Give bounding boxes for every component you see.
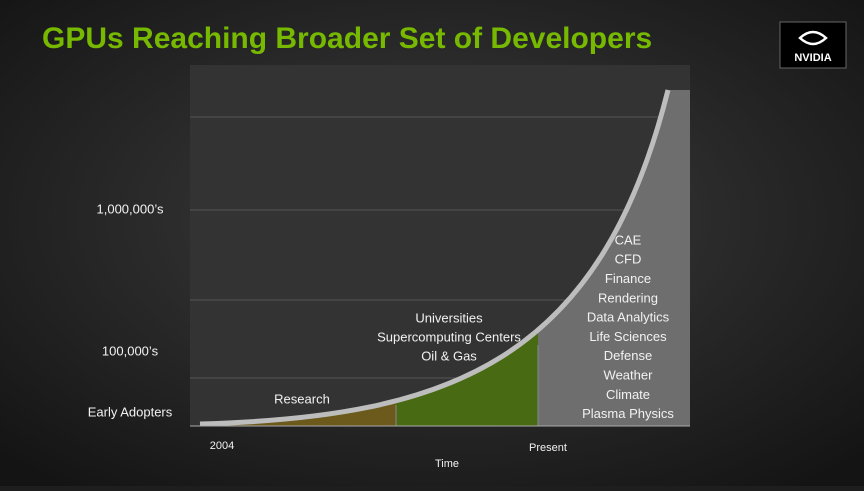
growth-curve [199,89,671,427]
title: GPUs Reaching Broader Set of Developers [42,22,652,55]
region-item: CAE [615,232,642,247]
region-item: Research [274,391,330,406]
logo-eye [798,30,828,46]
region-item: Oil & Gas [421,348,477,363]
region-item: Life Sciences [589,329,667,344]
region-item: Plasma Physics [582,406,674,421]
region-item: Climate [606,387,650,402]
y-label: 1,000,000’s [97,201,164,216]
x-axis-title: Time [435,458,459,470]
region-item: Weather [604,368,654,383]
region-item: Supercomputing Centers [377,329,521,344]
logo-text: NVIDIA [794,52,831,64]
x-label: Present [529,442,567,454]
y-label: 100,000’s [102,343,159,358]
region-item: Finance [605,271,651,286]
region-item: Universities [415,310,483,325]
region-item: Data Analytics [587,310,670,325]
x-label: 2004 [210,440,234,452]
region-item: CFD [615,252,642,267]
region-labels: Research Universities Supercomputing Cente… [274,232,674,421]
region-item: Rendering [598,290,658,305]
y-label: Early Adopters [88,404,173,419]
region-item: Defense [604,348,652,363]
